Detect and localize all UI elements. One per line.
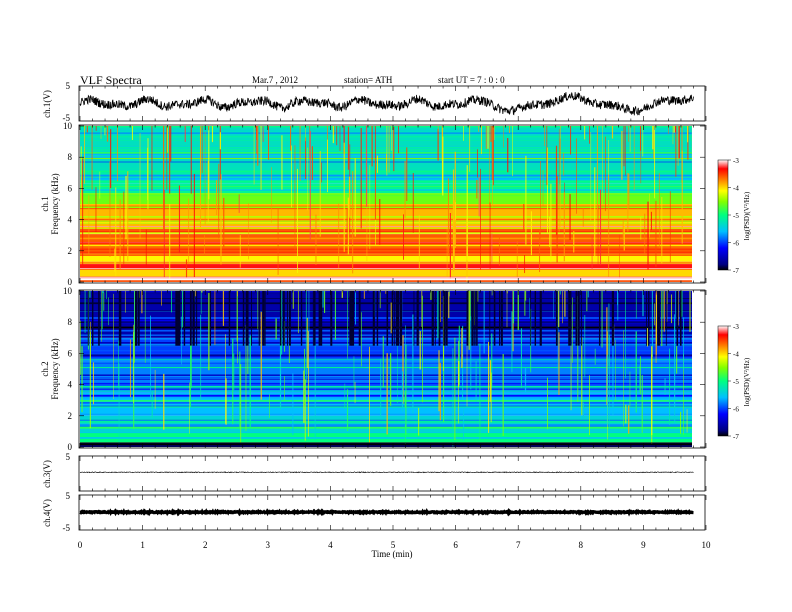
- x-tick-label: 3: [266, 540, 271, 550]
- y-tick-label: 4: [68, 215, 73, 225]
- y-tick-label: 8: [68, 152, 73, 162]
- spectrogram-band: [80, 261, 692, 270]
- ch1-waveform-panel: [78, 85, 706, 122]
- colorbar-tick-label: -5: [733, 212, 739, 220]
- x-axis-label: Time (min): [372, 549, 413, 559]
- colorbar-tick-label: -3: [733, 157, 739, 165]
- x-tick-label: 8: [579, 540, 584, 550]
- spec2-channel-label: ch.2: [40, 361, 50, 376]
- y-tick-label: 0: [68, 442, 73, 452]
- ch1-waveform-trace: [79, 92, 694, 116]
- colorbar-tick-label: -7: [733, 267, 739, 275]
- x-tick-label: 2: [203, 540, 208, 550]
- x-tick-label: 5: [391, 540, 396, 550]
- y-tick-label: 2: [68, 411, 73, 421]
- colorbar-tick-label: -4: [733, 351, 739, 359]
- spec1-channel-label: ch.1: [40, 196, 50, 211]
- colorbar-tick-label: -4: [733, 185, 739, 193]
- x-tick-label: 9: [641, 540, 646, 550]
- y-tick-label: 10: [63, 121, 73, 131]
- spectrogram-band: [80, 193, 692, 204]
- ch4-tick-neg5: -5: [63, 523, 71, 533]
- x-tick-label: 4: [328, 540, 333, 550]
- ch2-spectrogram-image: [80, 291, 692, 447]
- ch1-spectrogram-image: [80, 126, 692, 282]
- spec1-colorbar: [717, 159, 729, 271]
- spectrogram-band: [80, 253, 692, 262]
- ch3-waveform-panel: [78, 455, 706, 492]
- ch4-ylabel: ch.4(V): [42, 499, 52, 527]
- spec2-colorbar-label: log(PSD)(V²/Hz): [743, 357, 751, 406]
- ch1-tick-neg5: -5: [63, 113, 71, 123]
- spec2-colorbar: [717, 325, 729, 437]
- colorbar-tick-label: -5: [733, 378, 739, 386]
- y-tick-label: 2: [68, 246, 73, 256]
- y-tick-label: 10: [63, 286, 73, 296]
- ch1-spectrogram-panel: [78, 124, 706, 284]
- ch4-waveform-trace: [79, 507, 694, 517]
- ch1-ylabel: ch.1(V): [42, 90, 52, 118]
- spectrogram-band: [80, 183, 692, 194]
- spectrogram-band: [80, 361, 692, 393]
- x-tick-label: 7: [516, 540, 521, 550]
- ch3-tick-5: 5: [66, 452, 71, 462]
- ch3-waveform-trace: [79, 471, 694, 474]
- y-tick-label: 6: [68, 183, 73, 193]
- figure-title: VLF Spectra: [80, 73, 142, 87]
- ch3-ylabel: ch.3(V): [42, 460, 52, 488]
- spec1-ylabel: Frequency (kHz): [50, 173, 60, 234]
- y-tick-label: 8: [68, 317, 73, 327]
- spec2-ylabel: Frequency (kHz): [50, 338, 60, 399]
- x-tick-label: 6: [453, 540, 458, 550]
- x-tick-label: 1: [140, 540, 145, 550]
- station-label: station= ATH: [344, 75, 393, 85]
- x-tick-label: 0: [78, 540, 83, 550]
- y-tick-label: 4: [68, 380, 73, 390]
- ch4-tick-5: 5: [66, 491, 71, 501]
- start-time-label: start UT = 7 : 0 : 0: [438, 75, 505, 85]
- spec1-colorbar-label: log(PSD)(V²/Hz): [743, 191, 751, 240]
- ch2-spectrogram-panel: [78, 289, 706, 449]
- ch1-tick-5: 5: [66, 81, 71, 91]
- date-label: Mar.7 , 2012: [252, 75, 298, 85]
- colorbar-tick-label: -3: [733, 323, 739, 331]
- spectrogram-band: [80, 269, 692, 277]
- y-tick-label: 6: [68, 348, 73, 358]
- y-tick-label: 0: [68, 277, 73, 287]
- colorbar-tick-label: -6: [733, 406, 739, 414]
- colorbar-tick-label: -6: [733, 240, 739, 248]
- ch4-waveform-panel: [78, 494, 706, 531]
- x-tick-label: 10: [702, 540, 712, 550]
- colorbar-tick-label: -7: [733, 433, 739, 441]
